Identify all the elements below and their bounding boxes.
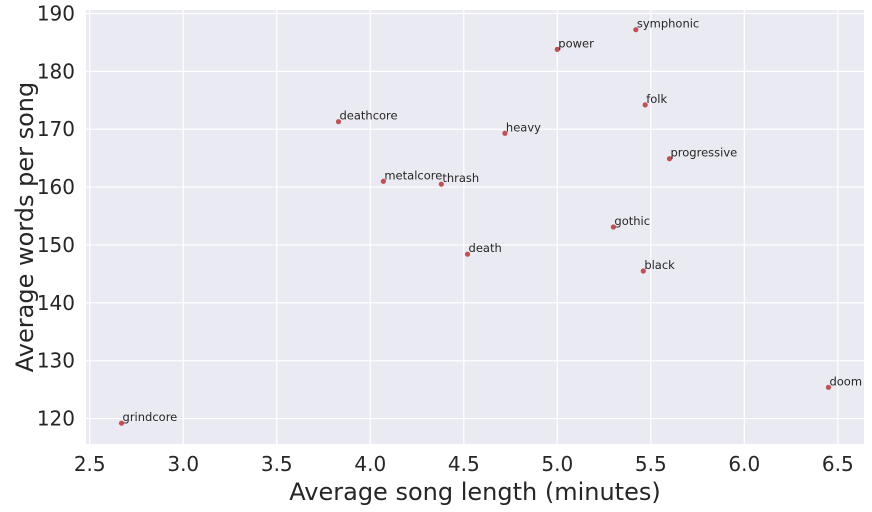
x-tick-label: 6.5	[822, 452, 854, 476]
data-point-label: doom	[829, 374, 862, 388]
x-tick-label: 6.0	[728, 452, 760, 476]
x-tick-label: 5.0	[541, 452, 573, 476]
data-point-label: metalcore	[384, 168, 442, 182]
x-tick-label: 2.5	[74, 452, 106, 476]
data-points	[118, 27, 832, 426]
y-tick-label: 130	[37, 349, 75, 373]
y-axis-ticks: 120 130 140 150 160 170 180 190	[37, 1, 75, 430]
data-point	[610, 224, 616, 230]
data-point-label: black	[644, 258, 675, 272]
data-point	[666, 156, 673, 162]
data-point-label: power	[558, 36, 594, 50]
x-tick-label: 3.5	[261, 452, 293, 476]
data-point-label: grindcore	[123, 410, 178, 424]
data-point-label: folk	[646, 92, 667, 106]
data-point	[825, 384, 832, 390]
data-point	[380, 178, 386, 184]
y-tick-label: 180	[37, 59, 75, 83]
data-point-label: thrash	[442, 171, 479, 185]
y-tick-label: 170	[37, 117, 75, 141]
data-point	[335, 119, 342, 125]
y-tick-label: 150	[37, 233, 75, 257]
data-point-label: gothic	[614, 214, 650, 228]
data-point-label: progressive	[671, 146, 738, 160]
data-point-label: symphonic	[637, 17, 699, 31]
data-point	[502, 130, 508, 136]
data-point	[642, 102, 648, 108]
data-point-labels: symphonic power folk deathcore heavy progress…	[123, 17, 863, 424]
y-tick-label: 160	[37, 175, 75, 199]
data-point-label: heavy	[506, 120, 541, 134]
grid-lines	[86, 10, 864, 444]
y-tick-label: 190	[37, 1, 75, 25]
x-tick-label: 4.0	[354, 452, 386, 476]
y-tick-label: 120	[37, 407, 75, 431]
x-tick-label: 4.5	[448, 452, 480, 476]
data-point-label: death	[469, 241, 502, 255]
x-axis-label: Average song length (minutes)	[289, 478, 660, 506]
y-tick-label: 140	[37, 291, 75, 315]
data-point	[633, 27, 639, 33]
x-axis-ticks: 2.5 3.0 3.5 4.0 4.5 5.0 5.5 6.0 6.5	[74, 452, 854, 476]
data-point-label: deathcore	[339, 109, 397, 123]
y-axis-label: Average words per song	[11, 82, 39, 372]
data-point	[464, 251, 471, 257]
x-tick-label: 3.0	[167, 452, 199, 476]
data-point	[554, 46, 560, 52]
plot-area	[86, 10, 864, 444]
data-point	[640, 268, 646, 274]
data-point	[118, 420, 125, 426]
x-tick-label: 5.5	[635, 452, 667, 476]
data-point	[438, 181, 444, 187]
